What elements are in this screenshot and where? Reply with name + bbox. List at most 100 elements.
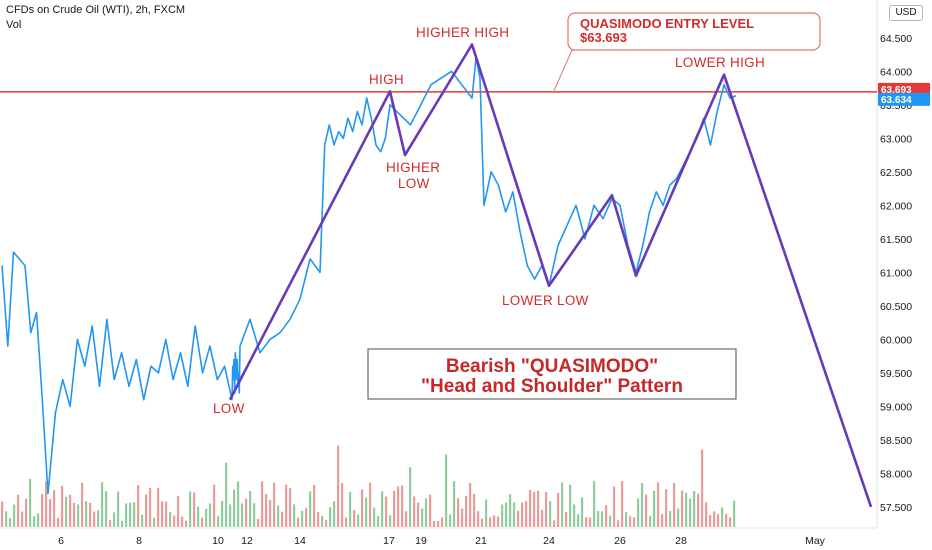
time-tick-label: 17	[383, 535, 395, 547]
volume-bar	[577, 514, 580, 527]
volume-bar	[1, 501, 4, 527]
volume-bar	[209, 503, 212, 527]
price-tick-label: 61.000	[880, 267, 912, 279]
volume-bar	[93, 511, 96, 527]
price-tick-label: 61.500	[880, 234, 912, 246]
entry-callout-box	[567, 12, 821, 51]
volume-bar	[301, 510, 304, 527]
volume-bar	[657, 482, 660, 527]
currency-button[interactable]: USD	[889, 5, 923, 21]
volume-bar	[721, 507, 724, 527]
volume-bar	[197, 506, 200, 527]
label-high: HIGH	[369, 72, 404, 87]
volume-bar	[457, 498, 460, 527]
volume-bar	[285, 484, 288, 527]
volume-bar	[473, 493, 476, 527]
volume-bar	[725, 513, 728, 527]
volume-bar	[421, 508, 424, 527]
volume-bar	[161, 501, 164, 527]
volume-bar	[281, 511, 284, 527]
volume-bar	[693, 490, 696, 527]
volume-bar	[409, 467, 412, 527]
volume-bar	[257, 518, 260, 527]
pattern-title-line2: "Head and Shoulder" Pattern	[421, 376, 683, 397]
volume-bar	[517, 510, 520, 527]
volume-bar	[701, 449, 704, 527]
volume-bar	[117, 491, 120, 527]
volume-bar	[385, 496, 388, 527]
label-higher-high: HIGHER HIGH	[416, 25, 509, 40]
volume-bar	[513, 502, 516, 527]
volume-bar	[501, 504, 504, 527]
volume-bar	[497, 516, 500, 527]
price-tick-label: 60.000	[880, 334, 912, 346]
volume-bar	[369, 482, 372, 527]
volume-bar	[629, 516, 632, 527]
volume-bar	[141, 514, 144, 527]
volume-bar	[709, 515, 712, 527]
volume-bar	[605, 505, 608, 527]
volume-bar	[537, 490, 540, 527]
volume-bar	[705, 502, 708, 527]
volume-bar	[669, 511, 672, 527]
volume-bar	[673, 483, 676, 527]
volume-bar	[617, 520, 620, 527]
volume-bar	[489, 517, 492, 527]
volume-bar	[377, 516, 380, 527]
volume-bar	[77, 504, 80, 527]
volume-bar	[241, 503, 244, 527]
volume-bar	[145, 494, 148, 527]
volume-bar	[225, 462, 228, 527]
volume-bar	[633, 517, 636, 527]
volume-bar	[305, 507, 308, 527]
volume-bar	[277, 505, 280, 527]
volume-bar	[557, 492, 560, 527]
label-lower-low: LOWER LOW	[502, 293, 589, 308]
volume-bar	[417, 502, 420, 527]
volume-bar	[677, 508, 680, 527]
volume-bar	[189, 491, 192, 527]
time-tick-label: 28	[675, 535, 687, 547]
volume-bar	[477, 511, 480, 527]
volume-bar	[585, 517, 588, 527]
volume-bar	[381, 491, 384, 527]
time-tick-label: May	[805, 535, 826, 547]
volume-bar	[713, 511, 716, 527]
volume-bar	[505, 502, 508, 527]
volume-bar	[129, 502, 132, 527]
price-tick-label: 64.000	[880, 66, 912, 78]
volume-bar	[401, 485, 404, 527]
volume-bar	[361, 489, 364, 527]
price-tick-label: 63.000	[880, 133, 912, 145]
volume-bar	[333, 501, 336, 527]
volume-bar	[509, 494, 512, 527]
volume-bar	[37, 513, 40, 527]
volume-bar	[73, 502, 76, 527]
volume-bar	[101, 482, 104, 527]
entry-price-tag: 63.693	[878, 82, 930, 96]
price-tick-label: 58.500	[880, 435, 912, 447]
last-price-tag: 63.634	[878, 92, 930, 106]
volume-bar	[13, 504, 16, 527]
volume-bar	[541, 509, 544, 527]
volume-bar	[89, 502, 92, 527]
volume-bar	[609, 515, 612, 527]
volume-bar	[85, 501, 88, 527]
volume-indicator-label: Vol	[6, 19, 22, 31]
volume-bar	[201, 517, 204, 527]
volume-bar	[245, 498, 248, 527]
volume-bar	[45, 481, 48, 527]
volume-bar	[329, 507, 332, 527]
volume-bar	[177, 496, 180, 527]
volume-bar	[113, 512, 116, 527]
volume-bar	[481, 518, 484, 527]
volume-bar	[133, 502, 136, 527]
volume-bar	[61, 485, 64, 527]
volume-bar	[261, 481, 264, 527]
time-tick-label: 26	[614, 535, 626, 547]
volume-bar	[397, 486, 400, 527]
volume-bar	[317, 512, 320, 527]
time-tick-label: 19	[415, 535, 427, 547]
volume-bar	[589, 517, 592, 527]
